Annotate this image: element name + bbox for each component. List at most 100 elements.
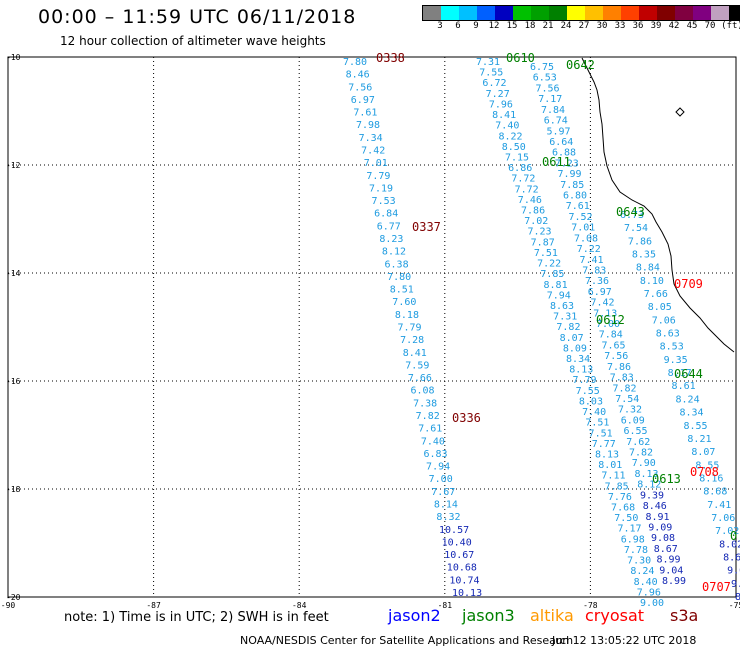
swh-value: 7.94	[547, 290, 571, 301]
swh-value: 7.59	[405, 360, 429, 371]
swh-value: 7.65	[602, 340, 626, 351]
swh-value: 7.22	[537, 259, 561, 270]
colorbar-label: 24	[560, 21, 572, 31]
swh-value: 7.17	[538, 94, 562, 105]
pass-label: 0612	[596, 313, 625, 327]
swh-value: 7.94	[426, 462, 450, 473]
x-tick-label: -81	[438, 601, 453, 610]
swh-value: 7.96	[637, 587, 661, 598]
swh-value: 8.41	[492, 110, 516, 121]
colorbar-swatch	[621, 6, 639, 20]
pass-label: 0644	[674, 367, 703, 381]
swh-value: 8.07	[560, 333, 584, 344]
swh-value: 7.68	[611, 503, 635, 514]
swh-value: 8.13	[595, 449, 619, 460]
swh-value: 8.01	[598, 460, 622, 471]
axis-ticks: -90 -87 -84 -81 -78 -75 -10 -12 -14 -16 -18 -20	[1, 53, 740, 610]
swh-value: 8.51	[390, 285, 414, 296]
swh-value: 8.46	[643, 501, 667, 512]
swh-value: 7.84	[541, 105, 565, 116]
y-tick-label: -20	[6, 593, 21, 602]
swh-value: 7.80	[387, 272, 411, 283]
swh-value: 8.14	[434, 500, 458, 511]
swh-value: 7.56	[604, 351, 628, 362]
colorbar-swatch	[639, 6, 657, 20]
swh-value: 8.91	[646, 512, 670, 523]
swh-value: 7.02	[524, 216, 548, 227]
swh-value: 7.85	[560, 180, 584, 191]
map-grid	[8, 57, 736, 597]
swh-value: 6.72	[482, 78, 506, 89]
swh-value: 6.73	[620, 210, 644, 221]
swh-value: 7.19	[369, 183, 393, 194]
swh-value: 8.16	[699, 473, 723, 484]
pass-label: 0708	[690, 465, 719, 479]
swh-value: 8.99	[662, 576, 686, 587]
swh-value: 7.01	[364, 158, 388, 169]
swh-value: 8.40	[634, 577, 658, 588]
swh-value: 7.56	[536, 83, 560, 94]
swh-value: 8.63	[550, 301, 574, 312]
swh-value: 8.03	[579, 396, 603, 407]
swh-value: 7.96	[489, 99, 513, 110]
swh-value: 8.61	[672, 381, 696, 392]
swh-value: 8.07	[691, 447, 715, 458]
pass-label: 0	[730, 529, 737, 543]
swh-value: 6.55	[624, 426, 648, 437]
swh-value: 7.55	[576, 386, 600, 397]
swh-value: 9.08	[651, 533, 675, 544]
swh-value: 7.82	[629, 448, 653, 459]
swh-value: 7.67	[431, 487, 455, 498]
pass-label: 0336	[452, 411, 481, 425]
generated-timestamp: Jun 12 13:05:22 UTC 2018	[552, 634, 697, 647]
satellite-legend-cryosat: cryosat	[585, 606, 645, 625]
pass-label: 0337	[412, 220, 441, 234]
swh-value: 8.41	[403, 348, 427, 359]
swh-value: 8.24	[630, 566, 654, 577]
swh-value: 6.64	[549, 137, 573, 148]
colorbar-swatch	[693, 6, 711, 20]
swh-value: 8.12	[382, 247, 406, 258]
swh-value: 7.32	[618, 405, 642, 416]
swh-value: 7.98	[356, 120, 380, 131]
colorbar-swatch	[729, 6, 740, 20]
colorbar-label: 33	[614, 21, 626, 31]
swh-value: 8.55	[695, 460, 719, 471]
swh-value: 6.09	[621, 415, 645, 426]
swh-value: 9.09	[648, 522, 672, 533]
swh-value: 7.41	[580, 255, 604, 266]
swh-value: 6.74	[544, 116, 568, 127]
swh-value: 7.52	[569, 212, 593, 223]
x-tick-label: -75	[729, 601, 740, 610]
swh-value: 7.00	[429, 474, 453, 485]
colorbar-swatch	[549, 6, 567, 20]
pass-label: 0707	[702, 580, 731, 594]
swh-value: 7.86	[521, 206, 545, 217]
y-tick-label: -10	[6, 53, 21, 62]
swh-value: 7.30	[627, 556, 651, 567]
swh-value: 8.81	[544, 280, 568, 291]
colorbar-swatch	[531, 6, 549, 20]
wave-height-colorbar	[422, 5, 740, 21]
swh-value: 7.82	[556, 322, 580, 333]
colorbar-label: 18	[524, 21, 536, 31]
swh-value: 7.61	[418, 424, 442, 435]
colorbar-label: 9	[473, 21, 479, 31]
swh-value: 6.97	[351, 95, 375, 106]
swh-value: 7.06	[652, 315, 676, 326]
x-tick-label: -84	[292, 601, 307, 610]
altimeter-tracks: 7.808.467.566.977.617.987.347.427.017.79…	[343, 57, 740, 609]
swh-value: 8.99	[657, 555, 681, 566]
x-tick-label: -90	[1, 601, 16, 610]
swh-value: 6.08	[410, 386, 434, 397]
colorbar-label: 15	[506, 21, 518, 31]
swh-value: 7.78	[624, 545, 648, 556]
colorbar-swatch	[585, 6, 603, 20]
colorbar-label: 36	[632, 21, 644, 31]
colorbar-swatch	[603, 6, 621, 20]
swh-value: 9.24	[731, 579, 740, 590]
swh-value: 8.53	[660, 342, 684, 353]
swh-value: 7.80	[343, 57, 367, 68]
swh-value: 7.28	[400, 335, 424, 346]
